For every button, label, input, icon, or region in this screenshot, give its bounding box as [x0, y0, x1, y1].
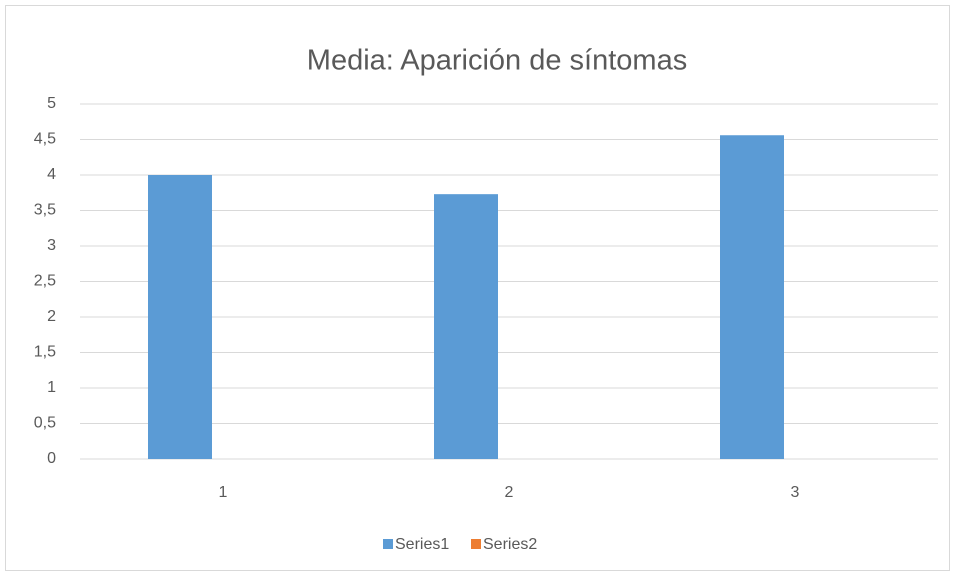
y-tick-label: 5	[47, 95, 56, 112]
bar	[720, 135, 784, 460]
x-tick-label: 1	[219, 484, 228, 501]
y-tick-label: 2	[47, 308, 56, 325]
bar	[434, 194, 498, 460]
x-tick-label: 3	[791, 484, 800, 501]
y-tick-label: 0	[47, 450, 56, 467]
y-tick-label: 3,5	[34, 202, 56, 219]
legend-label: Series1	[395, 536, 449, 553]
y-tick-label: 3	[47, 237, 56, 254]
legend-swatch	[383, 539, 393, 549]
y-tick-label: 4,5	[34, 131, 56, 148]
chart-title: Media: Aparición de síntomas	[307, 45, 687, 77]
legend-swatch	[471, 539, 481, 549]
y-tick-label: 1,5	[34, 344, 56, 361]
y-tick-label: 2,5	[34, 273, 56, 290]
x-tick-label: 2	[505, 484, 514, 501]
y-tick-label: 4	[47, 166, 56, 183]
bar	[148, 175, 212, 459]
y-tick-label: 0,5	[34, 415, 56, 432]
y-tick-label: 1	[47, 379, 56, 396]
legend-label: Series2	[483, 536, 537, 553]
